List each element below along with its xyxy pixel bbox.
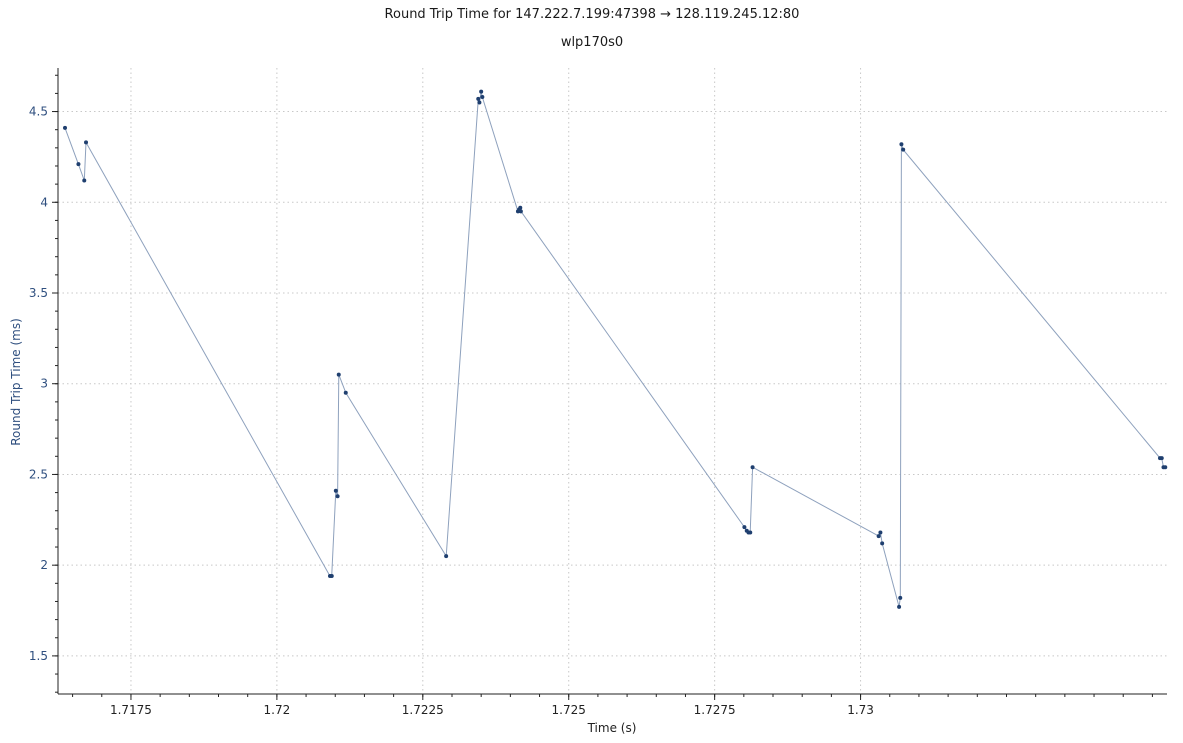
y-tick-label: 4.5 [29, 105, 48, 119]
grid [58, 68, 1167, 694]
data-point [1163, 465, 1168, 470]
data-point [329, 574, 334, 579]
data-point [878, 530, 883, 535]
x-tick-label: 1.7175 [110, 703, 152, 717]
y-tick-label: 3 [40, 377, 48, 391]
data-point [901, 147, 906, 152]
rtt-series-points [63, 89, 1168, 609]
data-point [880, 541, 885, 546]
data-point [84, 140, 89, 145]
y-tick-label: 2.5 [29, 467, 48, 481]
data-point [476, 96, 481, 101]
data-point [518, 209, 523, 214]
data-point [63, 125, 68, 130]
x-axis-ticks: 1.7175 1.72 1.7225 1.725 1.7275 1.73 [72, 694, 1153, 717]
data-point [748, 530, 753, 535]
x-tick-label: 1.73 [847, 703, 874, 717]
data-point [335, 494, 340, 499]
y-tick-label: 1.5 [29, 649, 48, 663]
x-tick-label: 1.72 [264, 703, 291, 717]
data-point [333, 488, 338, 493]
data-point [477, 100, 482, 105]
data-point [444, 554, 449, 559]
data-point [742, 525, 747, 530]
axes [57, 68, 1167, 695]
data-point [876, 534, 881, 539]
data-point [518, 205, 523, 210]
x-tick-label: 1.7225 [402, 703, 444, 717]
chart-title: Round Trip Time for 147.222.7.199:47398 … [385, 7, 800, 22]
data-point [750, 465, 755, 470]
x-tick-label: 1.725 [552, 703, 586, 717]
x-axis-label: Time (s) [587, 721, 637, 735]
data-point [479, 89, 484, 94]
y-tick-label: 4 [40, 195, 48, 209]
data-point [343, 390, 348, 395]
y-tick-label: 2 [40, 558, 48, 572]
chart-subtitle: wlp170s0 [561, 35, 623, 50]
data-point [480, 95, 485, 100]
data-point [899, 142, 904, 147]
y-axis-label: Round Trip Time (ms) [9, 318, 23, 446]
y-axis-ticks: 1.5 2 2.5 3 3.5 4 4.5 [29, 74, 58, 693]
data-point [76, 162, 81, 167]
rtt-series-line [64, 91, 1166, 608]
x-tick-label: 1.7275 [694, 703, 736, 717]
data-point [898, 595, 903, 600]
data-point [82, 178, 87, 183]
data-point [1159, 456, 1164, 461]
data-point [336, 372, 341, 377]
y-tick-label: 3.5 [29, 286, 48, 300]
data-point [897, 604, 902, 609]
